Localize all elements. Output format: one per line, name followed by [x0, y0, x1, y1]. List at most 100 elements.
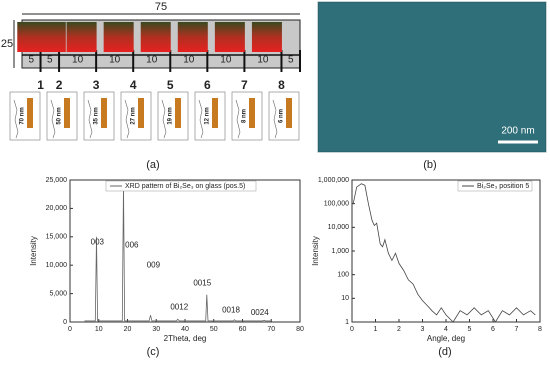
profile-inset: [175, 98, 181, 128]
legend-box: [105, 180, 257, 192]
x-tick-label: 70: [267, 326, 275, 333]
position-label: 7: [241, 78, 248, 92]
scale-bar-label: 200 nm: [501, 126, 534, 137]
thickness-label: 12 nm: [205, 107, 211, 124]
x-tick-label: 0: [350, 326, 354, 333]
sample-tile: [35, 22, 66, 52]
data-line: [84, 182, 272, 322]
thickness-label: 70 nm: [20, 107, 26, 124]
y-tick-label: 10: [341, 295, 349, 302]
profile-box: [231, 91, 263, 141]
segment-label: 10: [220, 55, 232, 66]
sample-tile: [66, 22, 97, 52]
y-tick-label: 10,000: [328, 224, 350, 231]
position-label: 8: [278, 78, 285, 92]
sem-image: [318, 2, 546, 152]
position-label: 6: [204, 78, 211, 92]
x-tick-label: 0: [68, 326, 72, 333]
profile-inset: [101, 98, 107, 128]
x-tick-label: 40: [181, 326, 189, 333]
profile-trace: [124, 99, 130, 139]
x-tick-label: 50: [210, 326, 218, 333]
x-tick-label: 30: [152, 326, 160, 333]
x-tick-label: 3: [421, 326, 425, 333]
x-tick-label: 7: [515, 326, 519, 333]
x-tick-label: 80: [296, 326, 304, 333]
x-tick-label: 6: [491, 326, 495, 333]
segment-label: 5: [288, 55, 294, 66]
x-tick-label: 10: [95, 326, 103, 333]
peak-label: 006: [125, 240, 139, 249]
legend-label: XRD pattern of Bi₂Se₃ on glass (pos.5): [125, 183, 245, 190]
sample-tile: [177, 22, 208, 52]
thickness-label: 8 nm: [242, 109, 248, 123]
profile-box: [157, 91, 189, 141]
profile-box: [83, 91, 115, 141]
plot-frame: [351, 179, 541, 323]
profile-box: [46, 91, 78, 141]
x-axis-label: 2Theta, deg: [164, 334, 207, 343]
segment-label: 10: [257, 55, 269, 66]
y-tick-label: 20,000: [46, 205, 68, 212]
profile-inset: [64, 98, 70, 128]
segment-label: 5: [28, 55, 34, 66]
length-label: 75: [155, 1, 167, 13]
thickness-label: 27 nm: [131, 107, 137, 124]
x-tick-label: 4: [444, 326, 448, 333]
segment-label: 10: [146, 55, 158, 66]
x-tick-label: 20: [124, 326, 132, 333]
profile-inset: [212, 98, 218, 128]
position-label: 1: [37, 78, 44, 92]
sample-tile: [103, 22, 134, 52]
peak-label: 0012: [170, 302, 188, 311]
profile-trace: [198, 99, 204, 139]
position-label: 4: [130, 78, 137, 92]
data-line: [352, 183, 536, 323]
caption: (d): [438, 346, 451, 358]
profile-inset: [27, 98, 33, 128]
profile-box: [268, 91, 300, 141]
legend-box: [457, 180, 533, 192]
segment-label: 10: [183, 55, 195, 66]
y-tick-label: 15,000: [46, 234, 68, 241]
position-label: 5: [167, 78, 174, 92]
profile-trace: [235, 99, 241, 139]
y-tick-label: 100: [337, 272, 349, 279]
x-tick-label: 60: [239, 326, 247, 333]
profile-inset: [138, 98, 144, 128]
caption: (a): [146, 159, 159, 171]
peak-label: 003: [91, 238, 105, 247]
y-tick-label: 5,000: [49, 290, 67, 297]
profile-trace: [161, 99, 167, 139]
x-axis-label: Angle, deg: [427, 334, 465, 343]
sample-tile: [140, 22, 171, 52]
profile-box: [9, 91, 41, 141]
thickness-label: 19 nm: [168, 107, 174, 124]
y-tick-label: 0: [63, 319, 67, 326]
profile-inset: [249, 98, 255, 128]
x-tick-label: 5: [468, 326, 472, 333]
segment-label: 10: [72, 55, 84, 66]
profile-box: [194, 91, 226, 141]
profile-trace: [87, 99, 93, 139]
thickness-label: 35 nm: [94, 107, 100, 124]
peak-label: 0018: [222, 306, 240, 315]
thickness-label: 6 nm: [279, 109, 285, 123]
segment-label: 5: [47, 55, 53, 66]
peak-label: 0024: [251, 308, 269, 317]
legend-label: Bi₂Se₃ position 5: [477, 183, 529, 190]
y-axis-label: Intensity: [311, 236, 320, 266]
caption: (c): [147, 346, 160, 358]
position-label: 3: [93, 78, 100, 92]
y-tick-label: 10,000: [46, 262, 68, 269]
segment-label: 10: [109, 55, 121, 66]
profile-trace: [13, 99, 19, 139]
profile-inset: [286, 98, 292, 128]
peak-label: 0015: [193, 278, 211, 287]
y-axis-label: Intensity: [29, 236, 38, 266]
x-tick-label: 2: [397, 326, 401, 333]
y-tick-label: 25,000: [46, 177, 68, 184]
caption: (b): [423, 159, 436, 171]
thickness-label: 50 nm: [57, 107, 63, 124]
